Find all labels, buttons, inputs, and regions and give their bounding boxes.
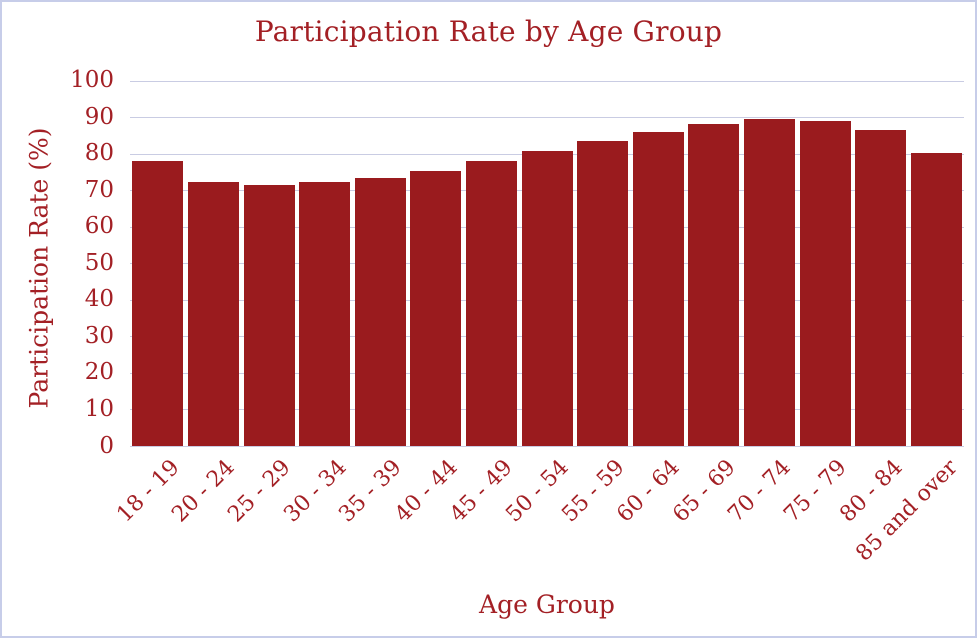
- x-tick-label: 75 - 79: [779, 455, 852, 528]
- y-tick-label: 50: [84, 249, 114, 276]
- bar-40 - 44: [410, 171, 462, 447]
- y-tick-label: 20: [84, 359, 114, 386]
- y-tick-label: 80: [84, 140, 114, 167]
- bar-55 - 59: [577, 141, 629, 447]
- bar-35 - 39: [354, 178, 406, 447]
- x-tick-label: 25 - 29: [223, 455, 296, 528]
- y-tick-label: 0: [99, 432, 114, 459]
- bar-20 - 24: [187, 181, 239, 447]
- y-tick-label: 40: [84, 286, 114, 313]
- bar-80 - 84: [855, 129, 907, 447]
- y-tick-label: 90: [84, 103, 114, 130]
- y-tick-label: 70: [84, 176, 114, 203]
- bar-30 - 34: [299, 181, 351, 447]
- x-axis-title: Age Group: [479, 590, 615, 619]
- y-tick-label: 30: [84, 322, 114, 349]
- y-tick-label: 60: [84, 213, 114, 240]
- chart-title: Participation Rate by Age Group: [254, 15, 723, 48]
- bar-50 - 54: [521, 151, 573, 447]
- bar-45 - 49: [465, 161, 517, 447]
- gridline: [130, 446, 964, 447]
- bar-25 - 29: [243, 184, 295, 447]
- bar-75 - 79: [799, 121, 851, 447]
- bar-85 and over: [910, 152, 962, 447]
- bar-18 - 19: [132, 161, 184, 447]
- y-tick-label: 10: [84, 395, 114, 422]
- bar-65 - 69: [688, 124, 740, 447]
- gridline: [130, 80, 964, 82]
- bar-60 - 64: [632, 132, 684, 447]
- y-tick-label: 100: [70, 67, 114, 93]
- bar-70 - 74: [743, 119, 795, 447]
- x-tick-label: 50 - 54: [501, 455, 574, 528]
- gridline: [130, 117, 964, 119]
